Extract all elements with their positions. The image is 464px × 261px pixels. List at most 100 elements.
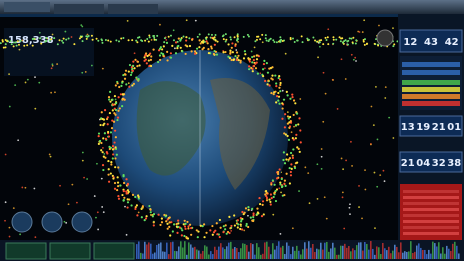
wave-bar [284,254,286,259]
debris-dot [18,44,20,46]
wave-bar [170,242,172,259]
mini-globe[interactable] [12,212,32,232]
debris-dot [354,57,356,59]
debris-dot [244,212,246,214]
debris-dot [268,68,270,70]
debris-dot [152,215,154,217]
wave-bar [158,244,160,259]
mini-globe[interactable] [72,212,92,232]
wave-bar [382,243,384,259]
wave-bar [330,248,332,259]
debris-dot [271,197,273,199]
debris-dot [266,197,268,199]
list-row[interactable] [402,87,460,92]
debris-dot [392,45,394,47]
debris-dot [224,51,226,53]
debris-dot [270,92,272,94]
mini-globe[interactable] [377,30,393,46]
debris-dot [286,173,288,175]
debris-dot [112,109,114,111]
wave-bar [328,252,330,259]
debris-dot [292,154,294,156]
tab[interactable] [54,4,104,14]
wave-bar [408,251,410,259]
debris-dot [283,183,285,185]
debris-dot [112,157,114,159]
debris-dot [287,135,289,137]
debris-dot [212,37,214,39]
status-box[interactable] [50,243,90,259]
debris-dot [312,37,314,39]
debris-dot [175,52,177,54]
debris-dot [241,228,243,230]
debris-dot [129,64,131,66]
debris-dot [289,167,291,169]
wave-bar [162,251,164,259]
debris-dot [385,86,387,88]
debris-dot [137,194,139,196]
mini-globe[interactable] [42,212,62,232]
debris-dot [261,34,263,36]
debris-dot [232,51,234,53]
wave-bar [312,244,314,259]
debris-dot [65,222,67,224]
debris-dot [256,58,258,60]
debris-dot [342,42,344,44]
debris-dot [137,61,139,63]
debris-dot [118,96,120,98]
debris-dot [5,46,7,48]
list-row[interactable] [402,101,460,106]
list-row[interactable] [402,94,460,99]
debris-dot [165,220,167,222]
debris-dot [159,54,161,56]
list-row[interactable] [402,80,460,85]
debris-dot [114,114,116,116]
list-row[interactable] [402,70,460,75]
debris-dot [280,191,282,193]
debris-dot [273,192,275,194]
wave-bar [354,250,356,259]
wave-bar [448,249,450,259]
debris-dot [5,154,7,156]
debris-dot [203,47,205,49]
debris-dot [373,124,375,126]
tab[interactable] [108,4,158,14]
list-row[interactable] [402,62,460,67]
debris-dot [126,206,128,208]
debris-dot [196,48,198,50]
debris-dot [163,45,165,47]
debris-dot [240,219,242,221]
debris-dot [114,95,116,97]
wave-bar [160,242,162,259]
debris-dot [115,136,117,138]
debris-dot [327,28,329,30]
wave-bar [260,255,262,259]
tab[interactable] [4,2,50,12]
debris-dot [230,230,232,232]
debris-dot [343,228,345,230]
debris-dot [133,83,135,85]
debris-dot [142,205,144,207]
debris-dot [121,99,123,101]
debris-dot [116,119,118,121]
debris-dot [225,39,227,41]
wave-bar [340,246,342,259]
debris-dot [273,93,275,95]
debris-dot [97,40,99,42]
debris-dot [298,117,300,119]
debris-dot [38,82,40,84]
debris-dot [341,158,343,160]
debris-dot [290,163,292,165]
debris-dot [52,65,54,67]
debris-dot [112,177,114,179]
debris-dot [256,39,258,41]
debris-dot [148,41,150,43]
wave-bar [392,251,394,259]
debris-dot [150,55,152,57]
status-box[interactable] [94,243,134,259]
debris-dot [181,50,183,52]
debris-dot [263,60,265,62]
status-box[interactable] [6,243,46,259]
debris-dot [165,39,167,41]
debris-dot [50,92,52,94]
